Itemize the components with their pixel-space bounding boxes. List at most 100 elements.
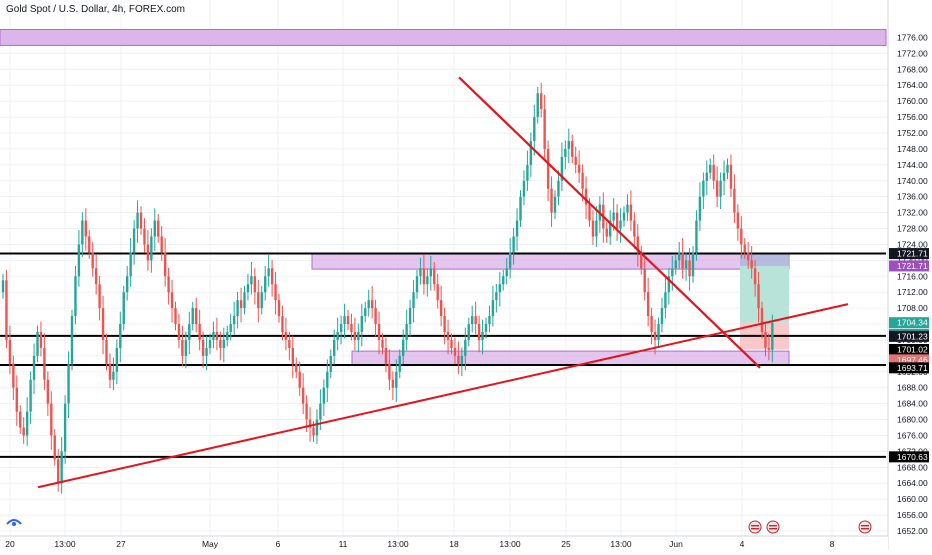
candle-body-5	[19, 411, 22, 428]
candle-body-15	[53, 435, 56, 460]
candle-body-200	[691, 252, 695, 277]
candle-body-168	[581, 172, 584, 189]
candle-body-211	[729, 164, 733, 189]
candle-body-100	[346, 316, 350, 325]
candle-body-126	[436, 284, 439, 301]
candle-body-14	[50, 403, 53, 436]
us-flag-event-icon[interactable]	[748, 520, 762, 534]
candle-body-190	[657, 324, 660, 340]
candle-body-123	[426, 276, 429, 285]
candle-body-216	[747, 252, 750, 261]
price-tick-label-28: 1764.00	[897, 80, 928, 90]
candle-body-28	[98, 284, 101, 309]
candle-body-124	[429, 268, 432, 277]
price-tag-label-1: 1721.71	[897, 261, 928, 271]
candle-body-44	[153, 220, 156, 237]
time-tick-label-0: 20	[5, 539, 15, 549]
time-tick-label-4: 6	[276, 539, 281, 549]
tradingview-logo-icon[interactable]	[6, 519, 22, 526]
candle-body-54	[188, 324, 191, 340]
candle-body-62	[215, 332, 219, 340]
us-flag-event-icon-2[interactable]	[766, 520, 780, 534]
time-tick-label-2: 27	[116, 539, 126, 549]
candle-body-214	[740, 228, 743, 245]
candle-body-74	[257, 292, 260, 309]
candle-body-164	[567, 140, 570, 149]
candle-body-37	[129, 252, 132, 277]
candle-body-208	[719, 180, 722, 197]
candle-body-163	[564, 148, 567, 157]
time-tick-label-1: 13:00	[54, 539, 76, 549]
candle-body-198	[684, 260, 688, 269]
price-tag-6	[889, 354, 929, 366]
candle-body-170	[588, 204, 591, 221]
candle-body-167	[577, 164, 581, 173]
price-tick-label-20: 1732.00	[897, 208, 928, 218]
candle-body-155	[536, 93, 539, 118]
candle-body-10	[36, 332, 39, 356]
candle-body-110	[381, 339, 384, 348]
candle-body-161	[557, 180, 560, 197]
candle-body-20	[70, 316, 74, 364]
candle-body-55	[191, 308, 194, 325]
price-tag-5	[889, 344, 929, 356]
candle-body-59	[205, 347, 208, 356]
time-tick-label-12: 4	[740, 539, 745, 549]
candle-body-98	[339, 324, 343, 332]
candle-body-132	[457, 355, 460, 364]
price-tick-label-16: 1716.00	[897, 271, 928, 281]
descending-trendline[interactable]	[458, 76, 761, 369]
price-tick-label-29: 1768.00	[897, 64, 928, 74]
candle-body-102	[353, 332, 357, 340]
candle-body-43	[150, 236, 153, 261]
candle-body-137	[474, 316, 477, 325]
candle-body-136	[471, 316, 474, 325]
candle-body-193	[667, 276, 671, 293]
candle-body-218	[753, 268, 757, 285]
candle-body-159	[550, 188, 553, 213]
candle-body-2	[8, 339, 12, 364]
candle-body-25	[88, 236, 91, 253]
candle-body-86	[298, 371, 301, 388]
time-axis-bg	[0, 536, 888, 550]
candle-body-142	[491, 300, 495, 317]
supply-zone	[311, 253, 790, 270]
candle-body-50	[174, 308, 177, 325]
candle-body-70	[243, 292, 246, 309]
candle-body-201	[695, 220, 698, 253]
ascending-trendline[interactable]	[37, 303, 849, 489]
candle-body-40	[139, 212, 143, 229]
price-tick-label-30: 1772.00	[897, 48, 928, 58]
candle-body-108	[374, 308, 377, 325]
candle-body-217	[750, 260, 753, 269]
time-tick-label-8: 13:00	[499, 539, 521, 549]
candle-body-91	[315, 419, 319, 436]
candle-body-128	[443, 316, 446, 332]
us-flag-event-icon-3[interactable]	[858, 520, 872, 534]
candle-body-81	[281, 316, 284, 332]
price-tick-label-2: 1660.00	[897, 494, 928, 504]
candle-body-205	[709, 164, 712, 173]
candle-body-182	[629, 204, 633, 221]
candle-body-0	[1, 280, 5, 293]
candle-body-22	[77, 244, 81, 277]
candle-body-18	[63, 403, 67, 452]
candle-body-138	[477, 324, 481, 340]
candle-body-122	[422, 268, 426, 285]
time-tick-label-9: 25	[561, 539, 571, 549]
candle-body-180	[622, 212, 626, 221]
candle-body-97	[336, 332, 339, 340]
demand-zone	[351, 350, 790, 366]
candle-body-88	[305, 403, 308, 420]
candle-body-169	[584, 188, 588, 205]
time-tick-label-10: 13:00	[610, 539, 632, 549]
candle-body-26	[91, 252, 94, 269]
candle-body-75	[260, 292, 263, 309]
price-tick-label-21: 1736.00	[897, 192, 928, 202]
candle-body-154	[533, 117, 536, 141]
candle-body-219	[757, 284, 760, 309]
candle-body-8	[29, 379, 32, 412]
candle-body-152	[526, 164, 529, 181]
candle-body-23	[81, 220, 84, 245]
